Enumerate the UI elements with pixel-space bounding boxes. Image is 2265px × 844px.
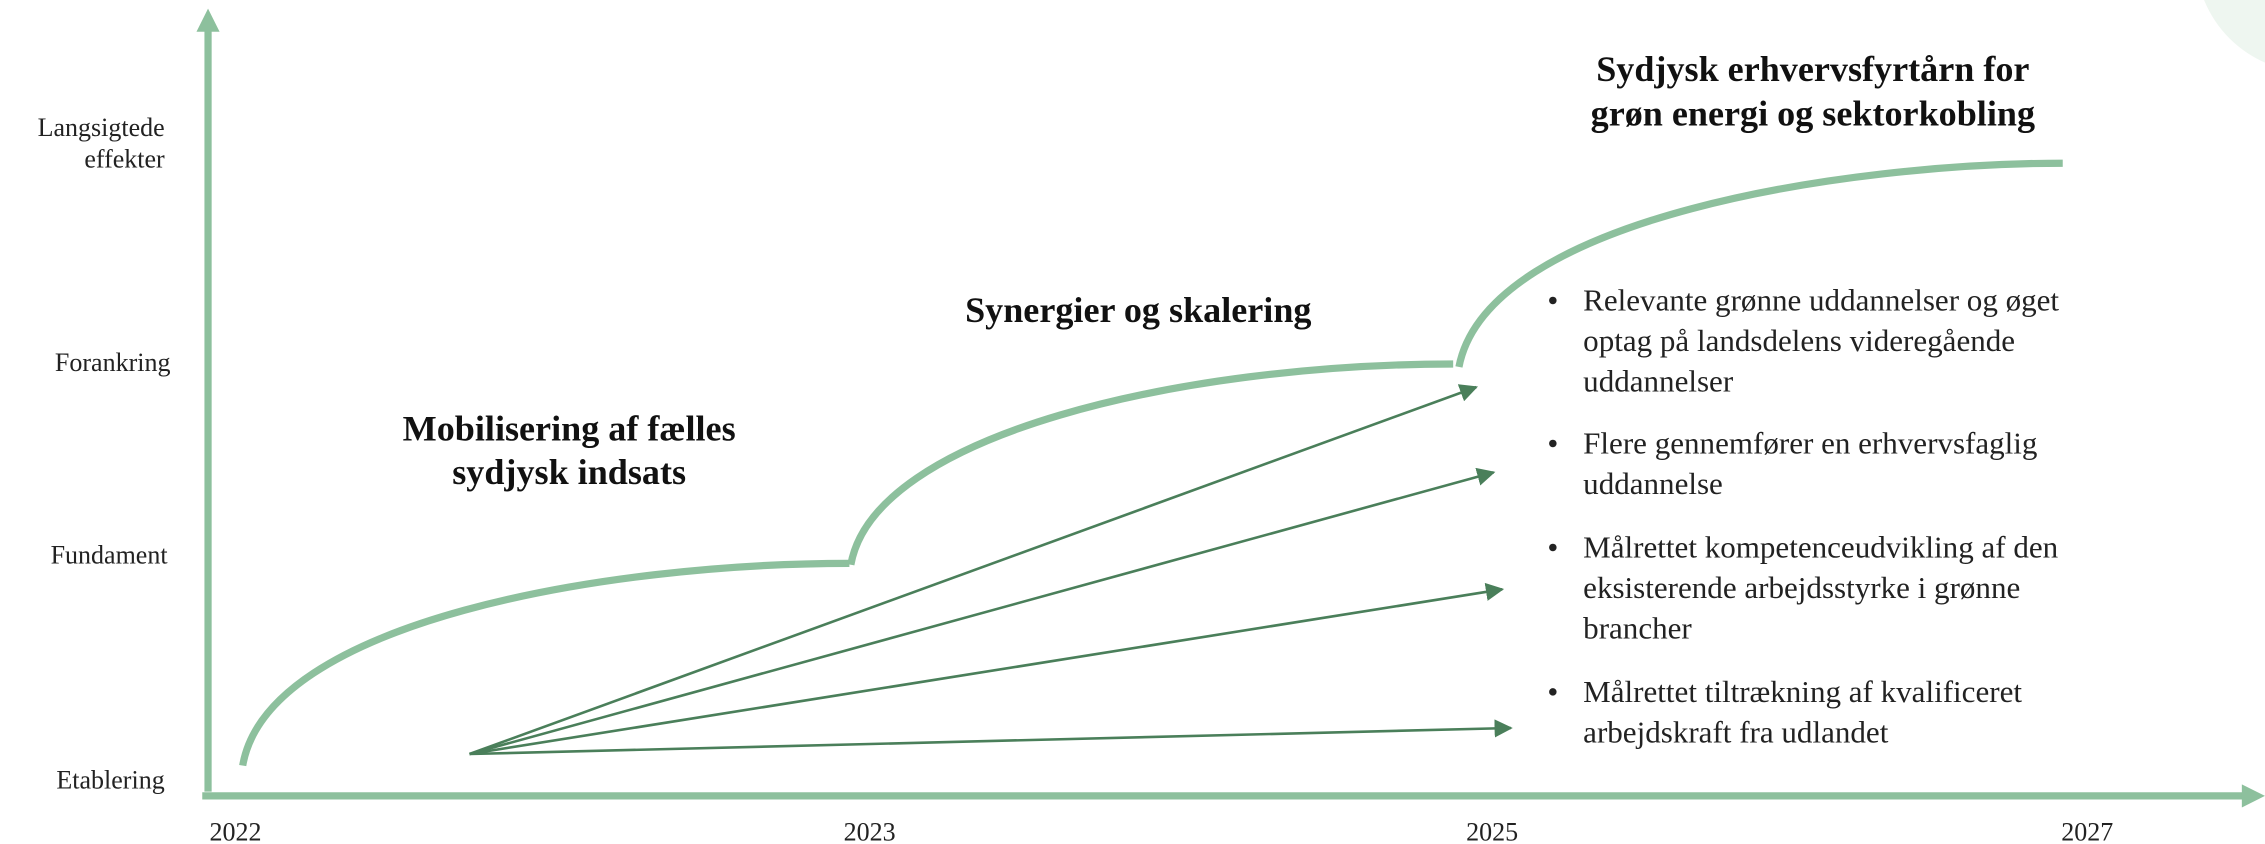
bullet-text: optag på landsdelens videregående [1583, 323, 2015, 358]
bullet-text: uddannelser [1583, 363, 1734, 398]
phase-title: Sydjysk erhvervsfyrtårn for [1596, 49, 2029, 89]
y-level-label: effekter [84, 145, 165, 174]
arrow [469, 582, 1505, 756]
x-label: 2023 [844, 818, 896, 844]
x-label: 2027 [2061, 818, 2113, 844]
x-label: 2022 [209, 818, 261, 844]
bullet-text: Relevante grønne uddannelser og øget [1583, 283, 2059, 318]
phase-title: Synergier og skalering [965, 290, 1311, 330]
arrow [469, 384, 1478, 756]
y-level-label: Forankring [55, 348, 171, 377]
phase-curve [239, 559, 850, 767]
bullet-dot [1549, 439, 1557, 448]
bullet-text: Målrettet kompetenceudvikling af den [1583, 530, 2059, 565]
phase-title: sydjysk indsats [452, 452, 686, 492]
bullet-text: Flere gennemfører en erhvervsfaglig [1583, 426, 2037, 461]
bullet-text: arbejdskraft fra udlandet [1583, 714, 1889, 749]
arrow [469, 719, 1513, 756]
y-axis-arrow [196, 8, 220, 32]
x-label: 2025 [1466, 818, 1518, 844]
bullet-dot [1549, 543, 1557, 552]
y-level-label: Fundament [51, 540, 169, 569]
phase-title: Mobilisering af fælles [403, 409, 736, 449]
phase-title: grøn energi og sektorkobling [1591, 94, 2035, 134]
y-level-label: Langsigtede [38, 113, 165, 142]
y-level-label: Etablering [56, 766, 164, 795]
bullet-text: Målrettet tiltrækning af kvalificeret [1583, 674, 2022, 709]
bullet-text: eksisterende arbejdsstyrke i grønne [1583, 570, 2020, 605]
bullet-list: Relevante grønne uddannelser og øget opta… [1549, 283, 2059, 749]
bullet-text: brancher [1583, 610, 1692, 645]
bullet-dot [1549, 296, 1557, 305]
corner-decoration [2204, 0, 2265, 63]
x-axis-arrow [2241, 784, 2265, 808]
arrow [469, 467, 1496, 756]
phase-curve [1455, 159, 2063, 368]
phase-curve [847, 360, 1454, 566]
bullet-dot [1549, 688, 1557, 696]
bullet-text: uddannelse [1583, 466, 1723, 501]
